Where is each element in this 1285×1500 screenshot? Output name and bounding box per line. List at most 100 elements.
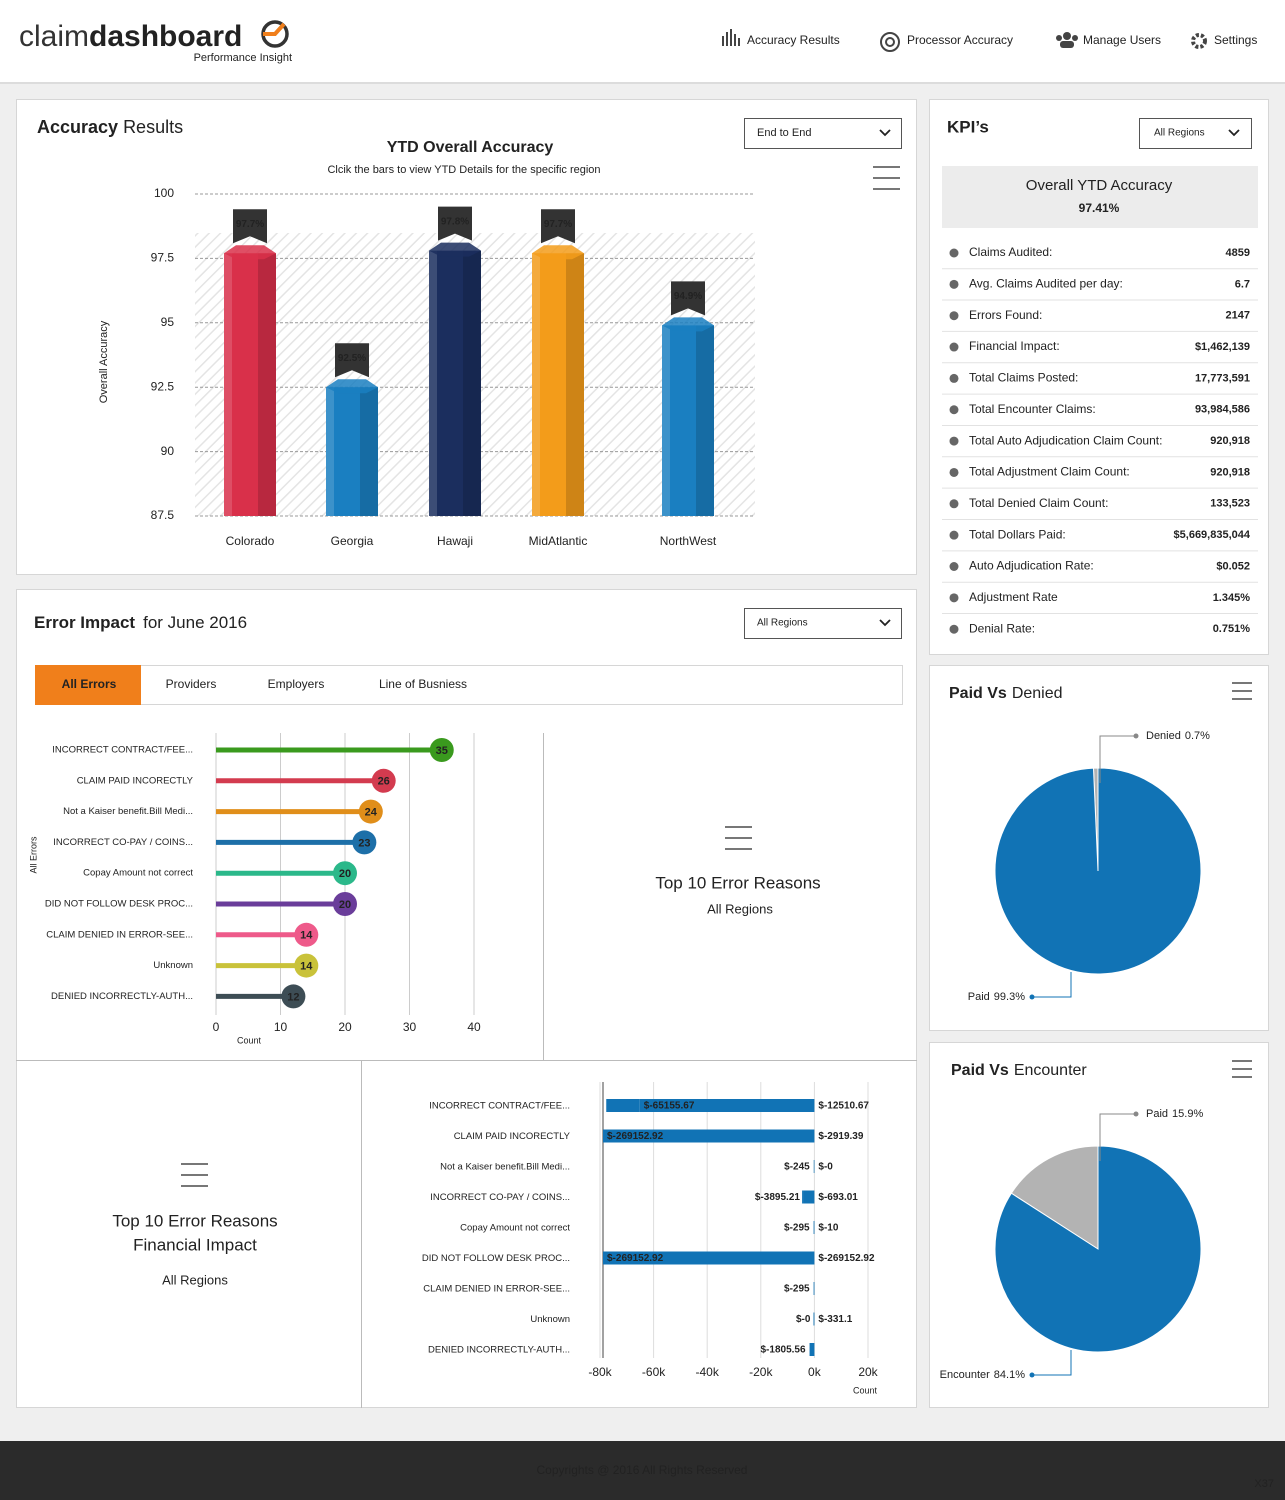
- kpi-label: Total Dollars Paid:: [969, 527, 1066, 541]
- bar: [639, 1099, 815, 1112]
- kpi-label: Financial Impact:: [969, 339, 1060, 353]
- value-flag: [335, 343, 369, 378]
- info-icon: [949, 311, 959, 321]
- title-rest: Denied: [1012, 685, 1063, 702]
- bar[interactable]: [326, 387, 378, 516]
- menu-icon[interactable]: [873, 166, 900, 190]
- dropdown[interactable]: [744, 118, 902, 149]
- leader-line: [1099, 1113, 1136, 1161]
- value-label: $-269152.92: [607, 1253, 664, 1264]
- tab[interactable]: Providers: [166, 677, 217, 691]
- menu-icon[interactable]: [1232, 1060, 1252, 1078]
- bar[interactable]: [429, 250, 481, 516]
- bar-highlight: [532, 253, 540, 517]
- dropdown[interactable]: [744, 608, 902, 639]
- bar: [802, 1190, 804, 1204]
- lollipop-head: [333, 892, 357, 916]
- x-tick-label: MidAtlantic: [529, 534, 588, 548]
- nav-item[interactable]: Processor Accuracy: [907, 33, 1013, 47]
- logo-light: claim: [19, 20, 89, 53]
- bar[interactable]: [224, 253, 276, 517]
- bar-cap: [532, 245, 584, 260]
- pie-label-name: Paid: [968, 991, 990, 1003]
- value-label: $-10: [818, 1223, 838, 1234]
- kpi-value: 4859: [1226, 247, 1250, 259]
- bar: [813, 1221, 815, 1234]
- y-tick-label: INCORRECT CONTRACT/FEE...: [429, 1101, 570, 1112]
- y-tick-label: Copay Amount not correct: [83, 868, 193, 879]
- value-label: 12: [287, 991, 299, 1003]
- info-icon: [949, 499, 959, 509]
- title-rest: for June 2016: [143, 613, 247, 632]
- x-tick-label: 20k: [858, 1365, 878, 1379]
- bar[interactable]: [532, 253, 584, 517]
- x-axis-label: Count: [237, 1035, 262, 1045]
- placeholder-subtitle: All Regions: [707, 901, 773, 916]
- x-tick-label: 20: [338, 1020, 352, 1034]
- kpi-summary: [942, 166, 1258, 228]
- value-label: $-2919.39: [818, 1131, 863, 1142]
- kpi-label: Adjustment Rate: [969, 590, 1058, 604]
- bar[interactable]: [662, 325, 714, 516]
- bar: [603, 1251, 815, 1265]
- pie-slice: [1010, 1145, 1099, 1250]
- leader-line: [1032, 1350, 1072, 1376]
- leader-dot: [1133, 733, 1139, 739]
- lollipop-head: [358, 799, 383, 824]
- lollipop-head: [294, 953, 319, 978]
- value-label: $-295: [784, 1284, 810, 1295]
- pie-slice: [994, 1145, 1202, 1353]
- value-label: $-269152.92: [607, 1131, 664, 1142]
- y-tick-label: Unknown: [153, 960, 193, 971]
- value-label: 20: [339, 868, 351, 880]
- title-bold: Accuracy: [37, 117, 118, 137]
- tab-active[interactable]: [35, 665, 141, 705]
- menu-icon[interactable]: [725, 826, 752, 850]
- nav-item[interactable]: Accuracy Results: [747, 33, 840, 47]
- pie-label-value: 99.3%: [994, 991, 1025, 1003]
- chart-title: YTD Overall Accuracy: [387, 139, 554, 156]
- bar-cap: [326, 379, 378, 394]
- x-tick-label: 40: [467, 1020, 481, 1034]
- lollipop-head: [352, 830, 377, 855]
- y-tick-label: 90: [161, 444, 175, 458]
- nav-item[interactable]: Manage Users: [1083, 33, 1161, 47]
- value-label: $-3895.21: [755, 1192, 800, 1203]
- x-tick-label: -20k: [749, 1365, 773, 1379]
- dropdown-label[interactable]: All Regions: [1154, 128, 1205, 139]
- value-label: $-1805.56: [761, 1345, 806, 1356]
- menu-icon[interactable]: [181, 1163, 208, 1187]
- pie-label: Paid 15.9%: [1146, 1108, 1203, 1120]
- bar: [809, 1343, 815, 1356]
- copyright: Copyrights @ 2016 All Rights Reserved: [537, 1463, 748, 1477]
- bar-shade: [360, 387, 378, 516]
- tab[interactable]: Employers: [268, 677, 325, 691]
- y-tick-label: DID NOT FOLLOW DESK PROC...: [45, 899, 193, 910]
- value-label: 14: [300, 961, 313, 973]
- dropdown-label[interactable]: End to End: [757, 127, 811, 139]
- tab-bar: [35, 665, 903, 705]
- bar-cap: [662, 317, 714, 332]
- logo-bold: dashboard: [89, 20, 242, 53]
- bar: [603, 1129, 815, 1143]
- menu-icon[interactable]: [1232, 682, 1252, 700]
- value-label: $-65155.67: [644, 1101, 695, 1112]
- value-label: 23: [358, 837, 370, 849]
- tab[interactable]: Line of Busniess: [379, 677, 467, 691]
- kpi-value: $1,462,139: [1195, 341, 1250, 353]
- bar-shade: [463, 250, 481, 516]
- value-label: $-693.01: [818, 1192, 858, 1203]
- leader-line: [1032, 972, 1072, 998]
- kpi-value: 1.345%: [1213, 592, 1251, 604]
- info-icon: [949, 405, 959, 415]
- tab[interactable]: All Errors: [62, 677, 117, 691]
- y-tick-label: CLAIM PAID INCORECTLY: [77, 775, 194, 786]
- lollipop-head: [371, 768, 396, 793]
- bar-shade: [696, 325, 714, 516]
- chart-subtitle: Clcik the bars to view YTD Details for t…: [327, 164, 600, 176]
- dropdown-label[interactable]: All Regions: [757, 618, 808, 629]
- x-tick-label: 0: [213, 1020, 220, 1034]
- title-bold: Error Impact: [34, 613, 135, 632]
- title-bold: Paid Vs: [949, 685, 1007, 702]
- nav-item[interactable]: Settings: [1214, 33, 1257, 47]
